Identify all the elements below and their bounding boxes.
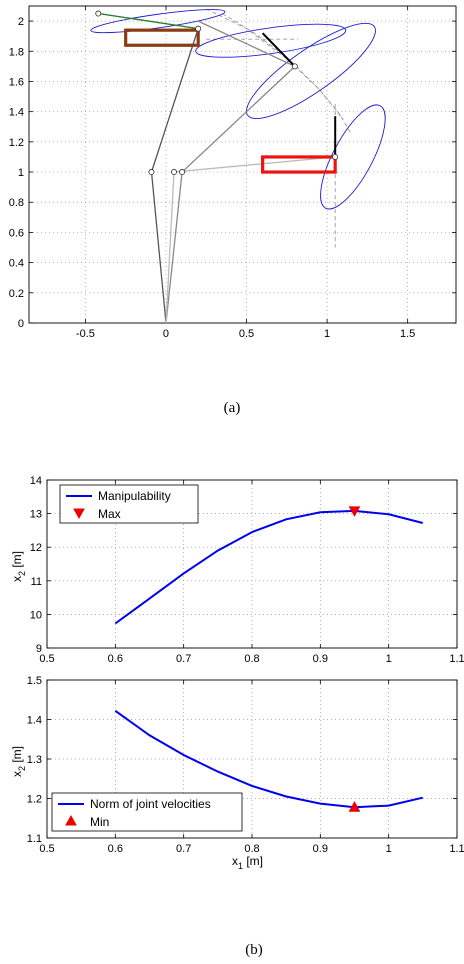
dashed-path-1 bbox=[222, 13, 344, 120]
b2-xlabel-main: x bbox=[232, 854, 238, 868]
a-ytick-label-3: 0.6 bbox=[9, 227, 24, 239]
b1-ylabel-main: x bbox=[10, 576, 24, 582]
a-ytick-label-4: 0.8 bbox=[9, 197, 24, 209]
b2-series-line-0 bbox=[114, 709, 424, 809]
b2-xtick-label-6: 1.1 bbox=[449, 843, 464, 855]
green-segment-0 bbox=[98, 13, 199, 30]
joint-6 bbox=[332, 153, 339, 160]
b1-ytick-label-0: 9 bbox=[36, 643, 42, 655]
arm-0 bbox=[98, 12, 200, 323]
b2-ylabel-main: x bbox=[10, 771, 24, 777]
chart-b-manipulability: 0.5 0.6 0.7 0.8 0.9 1 1.1 9 10 11 12 13 14 Manipulabi… bbox=[10, 475, 464, 665]
a-ytick-label-9: 1.8 bbox=[9, 46, 24, 58]
arm-1 bbox=[165, 20, 297, 323]
b1-marker-max bbox=[348, 506, 361, 517]
b1-xtick-label-0: 0.5 bbox=[39, 653, 54, 665]
a-ytick-label-5: 1 bbox=[18, 167, 24, 179]
a-xtick-label-1: 0 bbox=[163, 328, 169, 340]
b1-xtick-label-5: 1 bbox=[386, 653, 392, 665]
a-xtick-label-2: 0.5 bbox=[239, 328, 254, 340]
b1-legend-label-marker: Max bbox=[98, 507, 121, 521]
b1-legend-marker-swatch bbox=[73, 508, 85, 520]
black-segment-0 bbox=[261, 32, 296, 68]
b2-axes-frame bbox=[46, 679, 458, 839]
b2-xtick-label-5: 1 bbox=[386, 843, 392, 855]
b1-ylabel-unit: [m] bbox=[10, 551, 24, 571]
b2-xlabel-unit: [m] bbox=[243, 854, 263, 868]
b2-xlabel-sub: 1 bbox=[238, 861, 243, 871]
b1-xtick-label-4: 0.9 bbox=[313, 653, 328, 665]
b2-ylabel-unit: [m] bbox=[10, 746, 24, 766]
joint-5 bbox=[95, 10, 102, 17]
a-ytick-label-7: 1.4 bbox=[9, 107, 24, 119]
b1-legend-box bbox=[59, 484, 199, 524]
b1-ytick-label-4: 13 bbox=[30, 509, 42, 521]
a-xtick-label-0: -0.5 bbox=[76, 328, 95, 340]
b2-ytick-label-2: 1.3 bbox=[27, 754, 42, 766]
ellipse-1 bbox=[195, 23, 347, 58]
b2-ylabel: x2 [m] bbox=[10, 746, 27, 777]
arm-2 bbox=[165, 156, 336, 323]
a-plot-area bbox=[90, 8, 386, 323]
b1-ytick-label-5: 14 bbox=[30, 475, 42, 487]
box-0 bbox=[124, 28, 200, 47]
b2-ytick-label-4: 1.5 bbox=[27, 675, 42, 687]
joint-2 bbox=[179, 169, 186, 176]
b2-xtick-label-2: 0.7 bbox=[176, 843, 191, 855]
joint-4 bbox=[291, 63, 298, 70]
b1-legend-label-0: Manipulability bbox=[98, 489, 171, 503]
caption-b: (b) bbox=[245, 942, 263, 958]
joint-1 bbox=[171, 169, 178, 176]
b1-legend: Manipulability Max bbox=[59, 484, 199, 524]
b1-ylabel: x2 [m] bbox=[10, 551, 27, 582]
b2-xtick-label-3: 0.8 bbox=[244, 843, 259, 855]
b1-ytick-label-3: 12 bbox=[30, 542, 42, 554]
joint-3 bbox=[195, 25, 202, 32]
b2-xtick-label-1: 0.6 bbox=[108, 843, 123, 855]
a-ytick-label-8: 1.6 bbox=[9, 76, 24, 88]
a-xtick-label-4: 1.5 bbox=[400, 328, 415, 340]
b2-legend-label-marker: Min bbox=[90, 815, 109, 829]
chart-a-plot: -0.5 0 0.5 1 1.5 0 0.2 0.4 0.6 0.8 1 1.2 1.4 1.6 1.8 2 bbox=[9, 5, 457, 340]
a-ytick-label-6: 1.2 bbox=[9, 137, 24, 149]
a-ytick-label-10: 2 bbox=[18, 16, 24, 28]
a-axes-frame bbox=[28, 5, 457, 324]
b1-series-line-0 bbox=[114, 509, 424, 625]
dashed-path-0 bbox=[206, 8, 352, 135]
b1-ytick-label-2: 11 bbox=[31, 576, 42, 588]
a-ytick-label-0: 0 bbox=[18, 318, 24, 330]
a-ytick-label-2: 0.4 bbox=[9, 258, 24, 270]
box-1 bbox=[261, 155, 337, 174]
b2-ytick-label-1: 1.2 bbox=[27, 794, 42, 806]
b2-legend-box bbox=[51, 792, 243, 832]
joint-0 bbox=[148, 169, 155, 176]
a-ytick-label-1: 0.2 bbox=[9, 288, 24, 300]
ellipse-0 bbox=[90, 9, 226, 34]
b1-axes-frame bbox=[46, 479, 458, 649]
chart-b-joint-velocities: 0.5 0.6 0.7 0.8 0.9 1 1.1 1.1 1.2 1.3 1.4 1.5 Norm o… bbox=[10, 675, 464, 871]
b2-xtick-label-4: 0.9 bbox=[313, 843, 328, 855]
caption-a: (a) bbox=[224, 400, 241, 416]
b1-ylabel-sub: 2 bbox=[17, 571, 27, 576]
b2-ylabel-sub: 2 bbox=[17, 766, 27, 771]
b1-xtick-label-6: 1.1 bbox=[449, 653, 464, 665]
b2-legend-marker-swatch bbox=[65, 814, 77, 826]
b1-xtick-label-2: 0.7 bbox=[176, 653, 191, 665]
b1-xtick-label-3: 0.8 bbox=[244, 653, 259, 665]
b2-xtick-label-0: 0.5 bbox=[39, 843, 54, 855]
b2-marker-min bbox=[348, 801, 361, 812]
b2-legend: Norm of joint velocities Min bbox=[51, 792, 243, 832]
b2-legend-label-0: Norm of joint velocities bbox=[90, 797, 211, 811]
b1-ytick-label-1: 10 bbox=[30, 609, 42, 621]
b2-ytick-label-0: 1.1 bbox=[27, 833, 42, 845]
a-xtick-label-3: 1 bbox=[324, 328, 330, 340]
b2-ytick-label-3: 1.4 bbox=[27, 715, 42, 727]
b2-xlabel: x1 [m] bbox=[232, 854, 263, 871]
ellipse-2 bbox=[246, 22, 376, 119]
b1-xtick-label-1: 0.6 bbox=[108, 653, 123, 665]
